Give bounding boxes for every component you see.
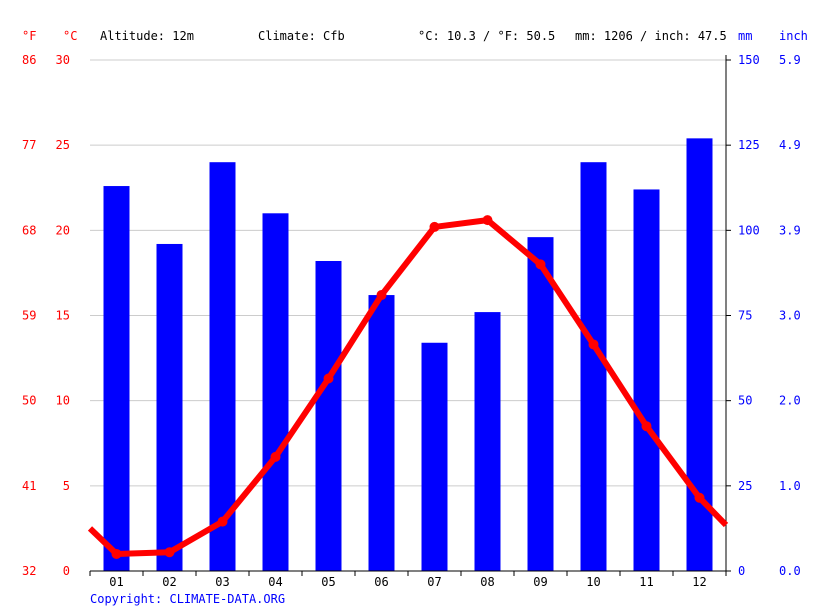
average-temperature-label: °C: 10.3 / °F: 50.5 bbox=[418, 29, 556, 43]
month-tick-label: 06 bbox=[374, 575, 388, 589]
annual-precipitation-label: mm: 1206 / inch: 47.5 bbox=[575, 29, 727, 43]
temperature-point bbox=[164, 547, 175, 558]
precipitation-bar bbox=[527, 237, 554, 571]
temperature-point bbox=[482, 215, 493, 226]
fahrenheit-tick-label: 68 bbox=[22, 223, 36, 237]
mm-unit-label: mm bbox=[738, 29, 753, 43]
precipitation-bar bbox=[421, 342, 448, 571]
temperature-point bbox=[588, 339, 599, 350]
altitude-label: Altitude: 12m bbox=[100, 29, 194, 43]
temperature-line bbox=[87, 217, 729, 557]
precipitation-bar bbox=[633, 189, 660, 571]
temperature-point bbox=[111, 548, 122, 559]
month-tick-label: 04 bbox=[268, 575, 282, 589]
fahrenheit-tick-label: 86 bbox=[22, 53, 36, 67]
month-tick-label: 07 bbox=[427, 575, 441, 589]
inch-tick-label: 0.0 bbox=[779, 564, 801, 578]
month-tick-label: 05 bbox=[321, 575, 335, 589]
inch-tick-label: 3.0 bbox=[779, 309, 801, 323]
precipitation-bar bbox=[368, 295, 395, 571]
temperature-point bbox=[694, 492, 705, 503]
precipitation-bar bbox=[474, 312, 501, 571]
inch-tick-label: 4.9 bbox=[779, 138, 801, 152]
mm-tick-label: 100 bbox=[738, 223, 760, 237]
mm-tick-label: 125 bbox=[738, 138, 760, 152]
month-tick-label: 01 bbox=[109, 575, 123, 589]
fahrenheit-tick-label: 41 bbox=[22, 479, 36, 493]
inch-tick-label: 3.9 bbox=[779, 223, 801, 237]
month-tick-label: 12 bbox=[692, 575, 706, 589]
celsius-tick-label: 10 bbox=[56, 394, 70, 408]
temperature-point bbox=[535, 259, 546, 270]
precipitation-bar bbox=[209, 162, 236, 571]
celsius-tick-label: 15 bbox=[56, 309, 70, 323]
inch-tick-label: 1.0 bbox=[779, 479, 801, 493]
month-tick-label: 02 bbox=[162, 575, 176, 589]
mm-tick-label: 0 bbox=[738, 564, 745, 578]
precipitation-bar bbox=[580, 162, 607, 571]
temperature-point bbox=[376, 290, 387, 301]
celsius-tick-label: 20 bbox=[56, 223, 70, 237]
fahrenheit-tick-label: 50 bbox=[22, 394, 36, 408]
month-tick-label: 08 bbox=[480, 575, 494, 589]
precipitation-bar bbox=[262, 213, 289, 572]
temperature-point bbox=[323, 373, 334, 384]
inch-unit-label: inch bbox=[779, 29, 808, 43]
inch-tick-label: 2.0 bbox=[779, 394, 801, 408]
month-tick-label: 10 bbox=[586, 575, 600, 589]
celsius-tick-label: 30 bbox=[56, 53, 70, 67]
inch-tick-label: 5.9 bbox=[779, 53, 801, 67]
celsius-tick-label: 25 bbox=[56, 138, 70, 152]
fahrenheit-tick-label: 59 bbox=[22, 309, 36, 323]
celsius-tick-label: 0 bbox=[63, 564, 70, 578]
month-tick-label: 11 bbox=[639, 575, 653, 589]
fahrenheit-tick-label: 77 bbox=[22, 138, 36, 152]
fahrenheit-unit-label: °F bbox=[22, 29, 37, 43]
mm-tick-label: 50 bbox=[738, 394, 752, 408]
mm-tick-label: 25 bbox=[738, 479, 752, 493]
month-tick-label: 09 bbox=[533, 575, 547, 589]
celsius-tick-label: 5 bbox=[63, 479, 70, 493]
month-tick-label: 03 bbox=[215, 575, 229, 589]
fahrenheit-tick-label: 32 bbox=[22, 564, 36, 578]
climate-label: Climate: Cfb bbox=[258, 29, 345, 43]
precipitation-bar bbox=[103, 186, 130, 571]
precipitation-bar bbox=[156, 243, 183, 571]
temperature-point bbox=[217, 516, 228, 527]
temperature-point bbox=[641, 421, 652, 432]
temperature-point bbox=[270, 451, 281, 462]
celsius-unit-label: °C bbox=[63, 29, 78, 43]
copyright-link[interactable]: Copyright: CLIMATE-DATA.ORG bbox=[90, 592, 286, 606]
mm-tick-label: 150 bbox=[738, 53, 760, 67]
precipitation-bar bbox=[315, 260, 342, 571]
temperature-point bbox=[429, 221, 440, 232]
mm-tick-label: 75 bbox=[738, 309, 752, 323]
